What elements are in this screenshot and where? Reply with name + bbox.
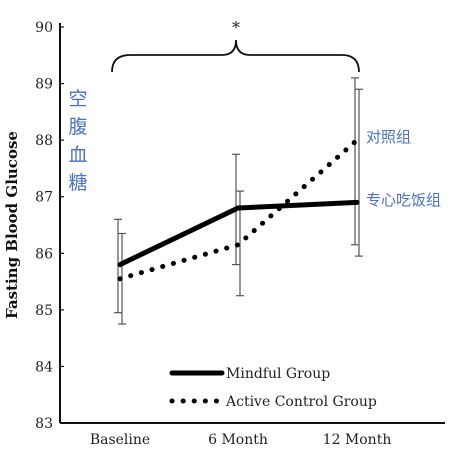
y-tick-label: 84 — [35, 359, 53, 375]
y-axis-cn-char: 血 — [68, 144, 87, 166]
x-tick-label: Baseline — [90, 432, 150, 448]
y-tick-label: 83 — [35, 416, 53, 432]
series-line-active-control — [117, 137, 360, 282]
legend-label: Active Control Group — [225, 394, 377, 410]
bracket-line — [111, 39, 360, 73]
axes — [59, 23, 445, 424]
legend: Mindful Group Active Control Group — [169, 366, 377, 410]
y-tick-label: 90 — [35, 20, 53, 36]
legend-label: Mindful Group — [226, 366, 330, 382]
mindful-cn-label: 专心吃饭组 — [366, 191, 441, 209]
y-tick-label: 88 — [35, 133, 53, 149]
y-axis-cn-char: 腹 — [68, 116, 87, 138]
y-tick-label: 87 — [35, 190, 53, 206]
y-tick-labels: 83 84 85 86 87 88 89 90 Fasting Blood Glucose — [3, 20, 64, 432]
x-tick-labels: Baseline 6 Month 12 Month — [90, 432, 392, 448]
y-tick-label: 89 — [35, 77, 53, 93]
x-tick-label: 6 Month — [208, 432, 268, 448]
y-tick-label: 85 — [35, 303, 53, 319]
y-tick-label: 86 — [35, 246, 53, 262]
y-axis-cn-char: 空 — [68, 88, 87, 110]
x-tick-label: 12 Month — [323, 432, 392, 448]
y-axis-title: Fasting Blood Glucose — [3, 131, 21, 319]
significance-bracket: * — [111, 18, 360, 73]
series-lines — [117, 137, 360, 282]
error-bars — [114, 77, 363, 325]
significance-star: * — [232, 18, 240, 37]
y-axis-cn-char: 糖 — [68, 172, 87, 194]
active-control-cn-label: 对照组 — [366, 128, 411, 146]
series-line-mindful — [117, 199, 360, 268]
